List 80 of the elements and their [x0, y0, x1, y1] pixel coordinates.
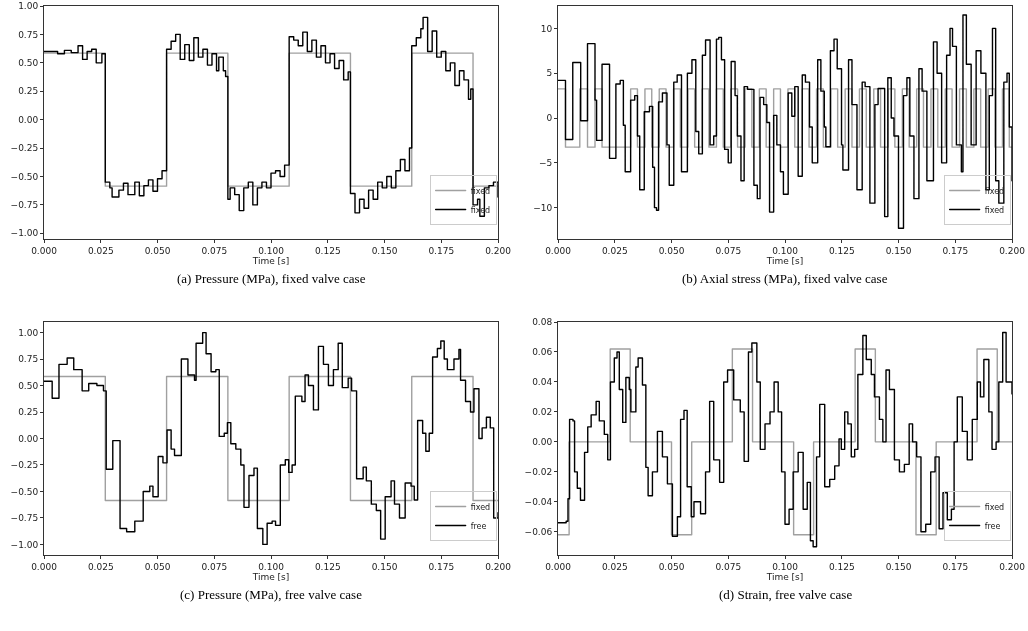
x-axis-title: Time [s] — [765, 571, 804, 582]
x-tick-label: 0.050 — [144, 245, 171, 256]
x-tick-label: 0.200 — [485, 245, 512, 256]
y-tick-label: −5 — [538, 157, 553, 168]
legend-label: free — [984, 521, 1001, 531]
y-tick-label: −0.25 — [10, 460, 39, 471]
y-tick-label: 0.00 — [532, 437, 553, 448]
x-tick-label: 0.150 — [371, 245, 398, 256]
x-tick-label: 0.100 — [772, 245, 799, 256]
y-tick-label: 0.75 — [18, 29, 39, 40]
x-tick-label: 0.075 — [201, 561, 228, 572]
x-tick-label: 0.175 — [428, 561, 455, 572]
x-tick-label: 0.000 — [545, 245, 572, 256]
y-tick-label: 1.00 — [18, 1, 39, 12]
x-tick-label: 0.075 — [201, 245, 228, 256]
x-tick-label: 0.025 — [601, 245, 628, 256]
x-tick-label: 0.075 — [715, 561, 742, 572]
y-tick-label: −0.02 — [524, 466, 553, 477]
x-tick-label: 0.025 — [87, 561, 114, 572]
x-tick-label: 0.025 — [601, 561, 628, 572]
y-tick-label: 0.08 — [532, 317, 553, 328]
y-tick-label: −0.50 — [10, 486, 39, 497]
x-tick-label: 0.200 — [485, 561, 512, 572]
legend-label: fixed — [984, 205, 1005, 215]
y-tick-label: 0.25 — [18, 86, 39, 97]
x-tick-label: 0.050 — [144, 561, 171, 572]
y-tick-label: −1.00 — [10, 539, 39, 550]
x-tick-label: 0.000 — [31, 245, 58, 256]
x-tick-label: 0.000 — [31, 561, 58, 572]
y-tick-label: 0.00 — [18, 433, 39, 444]
x-tick-label: 0.050 — [658, 245, 685, 256]
y-tick-label: 0.75 — [18, 354, 39, 365]
x-tick-label: 0.100 — [258, 561, 285, 572]
y-tick-label: 0.06 — [532, 347, 553, 358]
x-tick-label: 0.025 — [87, 245, 114, 256]
x-tick-label: 0.000 — [545, 561, 572, 572]
x-tick-label: 0.150 — [885, 245, 912, 256]
x-tick-label: 0.200 — [999, 245, 1026, 256]
text: (b) Axial stress (MPa), fixed valve case — [682, 271, 888, 286]
x-axis-title: Time [s] — [251, 571, 290, 582]
y-tick-label: −0.25 — [10, 143, 39, 154]
x-tick-label: 0.125 — [828, 245, 855, 256]
x-tick-label: 0.175 — [428, 245, 455, 256]
x-tick-label: 0.150 — [371, 561, 398, 572]
legend-label: fixed — [470, 502, 491, 512]
text: (a) Pressure (MPa), fixed valve case — [177, 271, 366, 286]
y-tick-label: 0.50 — [18, 57, 39, 68]
x-tick-label: 0.150 — [885, 561, 912, 572]
y-tick-label: 0.25 — [18, 407, 39, 418]
x-axis-title: Time [s] — [765, 255, 804, 266]
x-tick-label: 0.200 — [999, 561, 1026, 572]
legend-label: fixed — [984, 502, 1005, 512]
y-tick-label: 5 — [546, 68, 553, 79]
y-tick-label: 0.50 — [18, 380, 39, 391]
y-tick-label: −10 — [533, 202, 553, 213]
y-tick-label: −0.50 — [10, 171, 39, 182]
text: (d) Strain, free valve case — [719, 587, 853, 602]
legend-label: free — [470, 521, 487, 531]
y-tick-label: 1.00 — [18, 327, 39, 338]
x-tick-label: 0.125 — [314, 245, 341, 256]
y-tick-label: 0.02 — [532, 407, 553, 418]
x-tick-label: 0.100 — [772, 561, 799, 572]
x-tick-label: 0.075 — [715, 245, 742, 256]
x-tick-label: 0.100 — [258, 245, 285, 256]
y-tick-label: 10 — [540, 23, 553, 34]
y-tick-label: 0.00 — [18, 114, 39, 125]
y-tick-label: 0 — [546, 113, 553, 124]
y-tick-label: −0.04 — [524, 496, 553, 507]
x-tick-label: 0.125 — [314, 561, 341, 572]
x-tick-label: 0.050 — [658, 561, 685, 572]
x-axis-title: Time [s] — [251, 255, 290, 266]
y-tick-label: −0.75 — [10, 200, 39, 211]
x-tick-label: 0.175 — [942, 245, 969, 256]
x-tick-label: 0.175 — [942, 561, 969, 572]
x-tick-label: 0.125 — [828, 561, 855, 572]
y-tick-label: 0.04 — [532, 377, 553, 388]
y-tick-label: −0.06 — [524, 526, 553, 537]
text: (c) Pressure (MPa), free valve case — [180, 587, 363, 602]
y-tick-label: −0.75 — [10, 513, 39, 524]
y-tick-label: −1.00 — [10, 228, 39, 239]
